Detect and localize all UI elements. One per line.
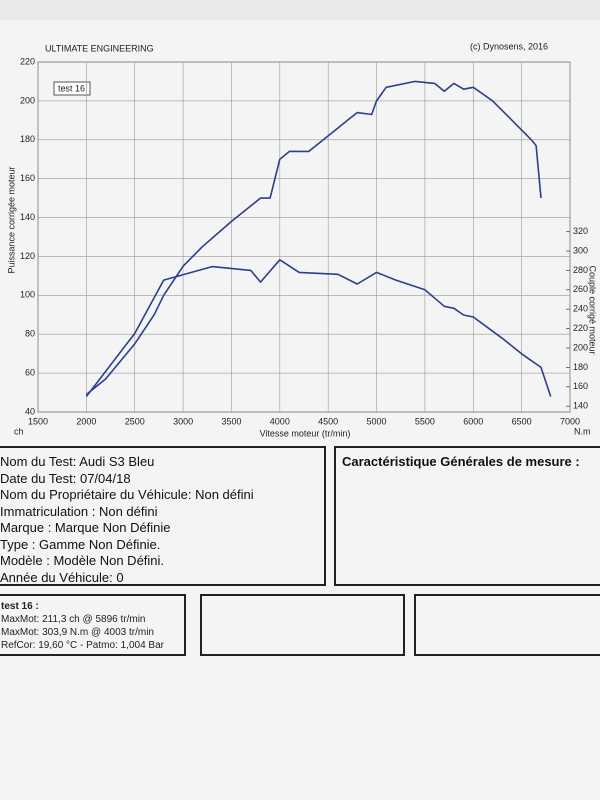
legend-box [53, 81, 91, 96]
y-tick-label: 140 [20, 212, 35, 222]
y2-tick-label: 140 [573, 401, 588, 411]
y-tick-label: 60 [25, 367, 35, 377]
info-line: Modèle : Modèle Non Défini. [0, 553, 165, 568]
y2-tick-label: 240 [573, 304, 588, 314]
result-line: MaxMot: 303,9 N.m @ 4003 tr/min [1, 627, 154, 638]
x-tick-label: 2500 [125, 416, 145, 426]
x-tick-label: 7000 [560, 416, 580, 426]
y2-tick-label: 180 [573, 362, 588, 372]
empty-box [414, 594, 600, 656]
y2-unit: N.m [574, 426, 591, 436]
header-copyright: (c) Dynosens, 2016 [470, 41, 548, 51]
x-tick-label: 4000 [270, 416, 290, 426]
result-title: test 16 : [1, 601, 39, 612]
y2-tick-label: 300 [573, 245, 588, 255]
info-line: Année du Véhicule: 0 [0, 569, 124, 585]
x-tick-label: 3000 [173, 416, 193, 426]
header-company: ULTIMATE ENGINEERING [45, 43, 154, 53]
result-box: test 16 : MaxMot: 211,3 ch @ 5896 tr/min… [0, 594, 186, 656]
characteristics-title: Caractéristique Générales de mesure : [342, 454, 580, 469]
y-tick-label: 200 [20, 95, 35, 105]
result-line: RefCor: 19,60 °C - Patmo: 1,004 Bar [1, 640, 164, 651]
x-tick-label: 2000 [76, 416, 96, 426]
info-line: Nom du Test: Audi S3 Bleu [0, 454, 155, 469]
info-line: Marque : Marque Non Définie [0, 520, 171, 535]
info-line: Immatriculation : Non défini [0, 503, 158, 519]
y-tick-label: 80 [25, 329, 35, 339]
legend-label: test 16 [58, 83, 85, 93]
y-tick-label: 120 [20, 251, 35, 261]
result-line: MaxMot: 211,3 ch @ 5896 tr/min [1, 614, 146, 625]
results: test 16 : MaxMot: 211,3 ch @ 5896 tr/min… [0, 596, 184, 652]
chart: ULTIMATE ENGINEERING (c) Dynosens, 2016 … [6, 41, 598, 438]
x-tick-label: 4500 [318, 416, 338, 426]
x-tick-label: 5500 [415, 416, 435, 426]
y-axis-label: Puissance corrigée moteur [6, 166, 16, 273]
y2-tick-label: 260 [573, 284, 588, 294]
series-line [85, 259, 552, 397]
test-info: Nom du Test: Audi S3 Bleu Date du Test: … [0, 448, 324, 586]
y2-axis-label: Couple corrigé moteur [588, 265, 598, 354]
info-line: Type : Gamme Non Définie. [0, 536, 161, 552]
x-tick-label: 6500 [512, 416, 532, 426]
x-tick-label: 3500 [221, 416, 241, 426]
x-tick-label: 5000 [367, 416, 387, 426]
y2-tick-label: 220 [573, 323, 588, 333]
info-line: Date du Test: 07/04/18 [0, 470, 131, 486]
y-tick-label: 160 [20, 173, 35, 183]
y-tick-label: 40 [25, 406, 35, 416]
test-info-box: Nom du Test: Audi S3 Bleu Date du Test: … [0, 446, 326, 586]
y2-tick-label: 320 [573, 226, 588, 236]
x-axis-label: Vitesse moteur (tr/min) [260, 428, 351, 438]
series-line [85, 80, 542, 396]
empty-box [200, 594, 405, 656]
y2-tick-label: 280 [573, 265, 588, 275]
y-tick-label: 180 [20, 134, 35, 144]
y2-tick-label: 160 [573, 381, 588, 391]
y-tick-label: 220 [20, 56, 35, 66]
y2-tick-label: 200 [573, 342, 588, 352]
x-tick-label: 6000 [463, 416, 483, 426]
x-tick-label: 1500 [28, 416, 48, 426]
paper [0, 20, 600, 800]
info-line: Nom du Propriétaire du Véhicule: Non déf… [0, 487, 254, 502]
y-tick-label: 100 [20, 290, 35, 300]
characteristics-box: Caractéristique Générales de mesure : [334, 446, 600, 586]
y-unit: ch [14, 426, 24, 436]
plot-frame [37, 61, 571, 413]
